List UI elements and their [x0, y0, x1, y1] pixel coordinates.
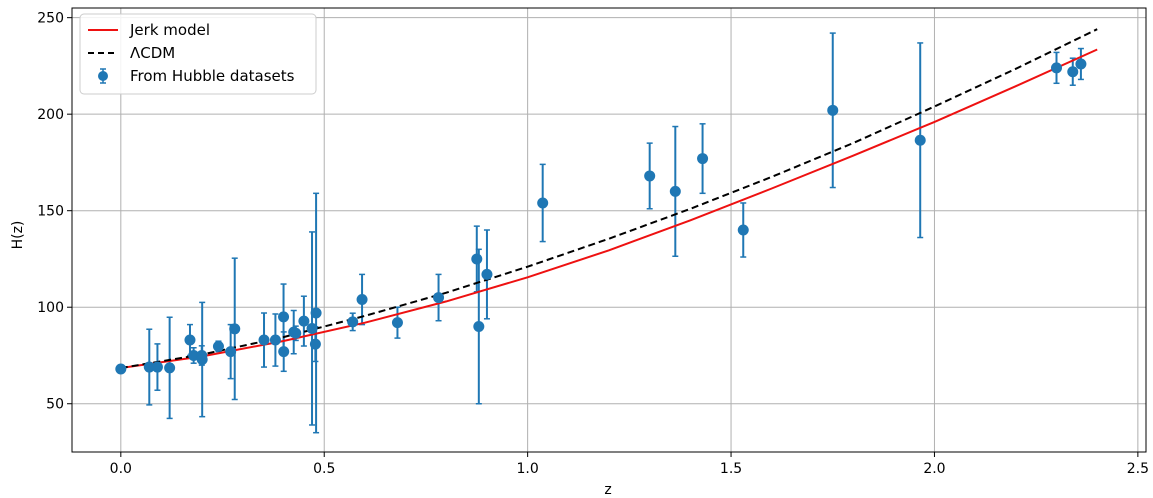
y-tick-label: 200	[37, 107, 64, 123]
data-point	[1051, 62, 1062, 74]
y-tick-label: 150	[37, 204, 64, 220]
data-point	[697, 153, 709, 165]
data-point	[269, 334, 281, 346]
data-point	[914, 134, 926, 146]
y-axis-label: H(z)	[10, 221, 26, 250]
legend: Jerk model ΛCDM From Hubble datasets	[79, 13, 317, 95]
data-point	[212, 340, 224, 352]
data-point	[433, 292, 445, 304]
data-point	[225, 346, 237, 358]
x-axis-label: z	[604, 482, 611, 498]
y-tick-label: 50	[46, 397, 64, 413]
data-point	[310, 307, 322, 319]
jerk-model-line	[120, 48, 1098, 369]
legend-jerk-label: Jerk model	[129, 21, 210, 39]
x-tick-label: 1.5	[720, 461, 742, 477]
data-point	[306, 322, 318, 334]
x-tick-label: 1.0	[517, 461, 539, 477]
data-point	[669, 185, 681, 197]
data-point	[356, 293, 368, 305]
x-tick-label: 0.0	[110, 461, 132, 477]
data-point	[309, 338, 321, 350]
x-tick-label: 0.5	[313, 461, 335, 477]
data-point	[827, 104, 839, 116]
y-tick-label: 250	[37, 11, 64, 27]
data-point	[298, 315, 310, 327]
x-tick-label: 2.5	[1127, 461, 1149, 477]
x-tick-label: 2.0	[923, 461, 945, 477]
data-point	[164, 362, 176, 374]
data-point	[347, 316, 359, 328]
legend-lcdm-label: ΛCDM	[130, 44, 175, 62]
legend-hubble-swatch	[98, 68, 108, 84]
data-point	[473, 321, 485, 333]
model-lines	[120, 28, 1098, 369]
data-point	[258, 334, 270, 346]
data-point	[278, 311, 290, 323]
lcdm-line	[120, 28, 1098, 369]
data-point	[481, 268, 493, 280]
axis-ticks: 0.0 0.5 1.0 1.5 2.0 2.5 50 100 150 200 250	[37, 11, 1149, 477]
data-point	[391, 317, 403, 329]
data-point	[1075, 58, 1087, 70]
data-point	[184, 334, 196, 346]
data-point	[188, 349, 200, 361]
legend-hubble-label: From Hubble datasets	[130, 67, 295, 85]
data-point	[196, 354, 208, 366]
data-point	[278, 346, 290, 358]
data-point	[143, 361, 155, 373]
data-point	[115, 363, 127, 375]
data-point	[290, 327, 302, 339]
data-point	[151, 361, 163, 373]
data-point	[737, 224, 749, 236]
data-point	[644, 170, 656, 182]
y-tick-label: 100	[37, 300, 64, 316]
data-point	[471, 253, 483, 265]
plot-frame	[71, 7, 1147, 453]
data-point	[1067, 66, 1079, 78]
data-point	[537, 197, 549, 209]
data-points	[115, 58, 1087, 375]
data-point	[229, 323, 241, 335]
legend-box	[79, 13, 317, 95]
